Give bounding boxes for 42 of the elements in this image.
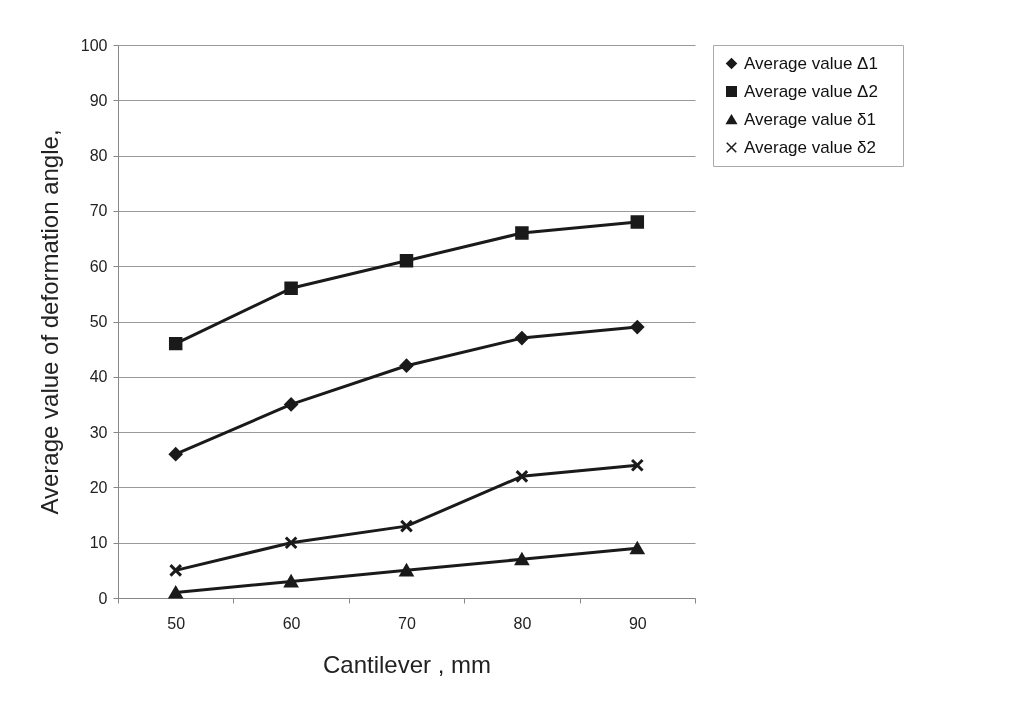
point bbox=[515, 469, 529, 484]
point bbox=[399, 519, 414, 533]
y-tick-label: 0 bbox=[98, 589, 108, 607]
y-tick-label: 30 bbox=[89, 423, 108, 441]
point bbox=[284, 575, 298, 588]
x-tick-label: 70 bbox=[398, 614, 416, 632]
point bbox=[284, 535, 298, 550]
legend-label: Average value δ1 bbox=[744, 109, 877, 129]
legend-label: Average value Δ1 bbox=[744, 53, 878, 73]
y-tick-label: 100 bbox=[80, 36, 108, 54]
x-tick-label: 80 bbox=[513, 614, 532, 632]
y-tick-label: 20 bbox=[89, 478, 108, 496]
point bbox=[284, 281, 298, 296]
legend-label: Average value δ2 bbox=[744, 137, 877, 157]
point bbox=[399, 564, 414, 577]
x-axis-title: Cantilever , mm bbox=[322, 650, 492, 678]
legend-label: Average value Δ2 bbox=[744, 81, 878, 101]
y-tick-label: 40 bbox=[89, 368, 108, 386]
point bbox=[515, 553, 529, 566]
y-tick-label: 80 bbox=[89, 147, 108, 165]
point bbox=[168, 563, 183, 578]
point bbox=[399, 359, 414, 373]
y-tick-label: 50 bbox=[89, 313, 108, 330]
point bbox=[399, 253, 414, 268]
y-tick-label: 60 bbox=[89, 257, 108, 275]
point bbox=[168, 586, 183, 599]
y-tick-label: 90 bbox=[89, 91, 108, 109]
point bbox=[515, 226, 529, 240]
x-tick-label: 90 bbox=[628, 614, 647, 632]
x-tick-label: 50 bbox=[167, 614, 186, 632]
y-tick-label: 10 bbox=[89, 534, 108, 552]
point bbox=[630, 458, 645, 473]
y-tick-label: 70 bbox=[89, 202, 108, 220]
point bbox=[168, 336, 183, 351]
y-axis-title: Average value of deformation angle, bbox=[35, 129, 63, 515]
point bbox=[168, 447, 183, 461]
x-tick-label: 60 bbox=[282, 614, 301, 632]
point bbox=[630, 320, 645, 334]
point bbox=[284, 397, 298, 412]
point bbox=[630, 215, 645, 229]
point bbox=[630, 542, 645, 555]
point bbox=[515, 331, 529, 345]
